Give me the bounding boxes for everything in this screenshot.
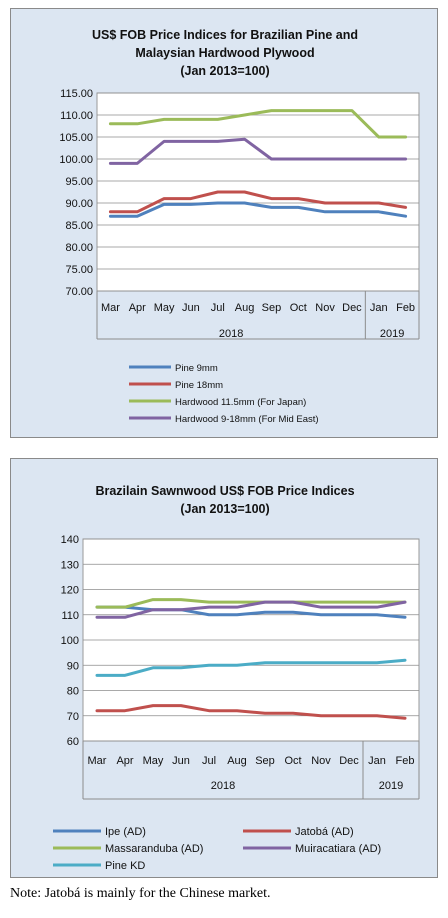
series-line	[108, 109, 408, 139]
x-tick-label: Jan	[370, 302, 388, 314]
x-tick-label: Mar	[101, 302, 120, 314]
chart-title: (Jan 2013=100)	[180, 64, 269, 78]
footnote: Note: Jatobá is mainly for the Chinese m…	[10, 886, 271, 901]
legend-label: Jatobá (AD)	[295, 826, 354, 838]
y-tick-label: 105.00	[59, 132, 93, 144]
sawnwood-price-chart: Brazilain Sawnwood US$ FOB Price Indices…	[10, 458, 438, 878]
y-tick-label: 140	[61, 534, 79, 546]
x-tick-label: Nov	[315, 302, 335, 314]
chart-title: Brazilain Sawnwood US$ FOB Price Indices	[95, 484, 354, 498]
legend-label: Hardwood 11.5mm (For Japan)	[175, 397, 306, 408]
sawnwood-chart-svg: Brazilain Sawnwood US$ FOB Price Indices…	[53, 484, 420, 872]
y-tick-label: 110	[61, 610, 79, 622]
x-tick-label: May	[143, 755, 164, 767]
series-line	[95, 598, 407, 609]
y-tick-label: 110.00	[60, 110, 93, 122]
y-tick-label: 85.00	[65, 220, 93, 232]
y-tick-label: 90	[67, 660, 79, 672]
legend-label: Massaranduba (AD)	[105, 843, 203, 855]
series-line	[95, 704, 407, 720]
y-tick-label: 130	[61, 559, 79, 571]
x-tick-label: Nov	[311, 755, 331, 767]
y-tick-label: 75.00	[65, 264, 93, 276]
series-line	[95, 658, 407, 677]
x-tick-label: Sep	[255, 755, 275, 767]
chart-title: Malaysian Hardwood Plywood	[135, 46, 314, 60]
year-label: 2019	[379, 780, 403, 792]
y-tick-label: 95.00	[65, 176, 93, 188]
series-line	[95, 605, 407, 619]
chart-title: (Jan 2013=100)	[180, 502, 269, 516]
series-line	[108, 137, 408, 165]
plot-area	[96, 92, 420, 292]
x-tick-label: Jun	[172, 755, 190, 767]
plywood-price-chart: US$ FOB Price Indices for Brazilian Pine…	[10, 8, 438, 438]
year-label: 2018	[211, 780, 235, 792]
x-tick-label: Feb	[396, 302, 415, 314]
y-tick-label: 115.00	[60, 88, 93, 100]
x-tick-label: Jan	[368, 755, 386, 767]
y-tick-label: 100	[61, 635, 79, 647]
y-tick-label: 70	[67, 711, 79, 723]
x-tick-label: Aug	[227, 755, 247, 767]
x-tick-label: Aug	[235, 302, 255, 314]
y-tick-label: 100.00	[59, 154, 93, 166]
x-tick-label: Feb	[396, 755, 415, 767]
x-tick-label: Oct	[284, 755, 301, 767]
year-label: 2018	[219, 328, 243, 340]
x-tick-label: Sep	[262, 302, 282, 314]
x-tick-label: Jul	[202, 755, 216, 767]
y-tick-label: 80	[67, 686, 79, 698]
x-tick-label: Apr	[129, 302, 146, 314]
year-label: 2019	[380, 328, 404, 340]
legend-label: Hardwood 9-18mm (For Mid East)	[175, 414, 319, 425]
legend-label: Ipe (AD)	[105, 826, 146, 838]
legend-label: Pine KD	[105, 860, 145, 872]
y-tick-label: 80.00	[65, 242, 93, 254]
legend-label: Pine 9mm	[175, 363, 218, 374]
x-tick-label: Dec	[339, 755, 359, 767]
y-tick-label: 70.00	[65, 286, 93, 298]
series-line	[95, 600, 407, 619]
plywood-chart-svg: US$ FOB Price Indices for Brazilian Pine…	[59, 28, 420, 425]
x-tick-label: Jul	[211, 302, 225, 314]
x-tick-label: Jun	[182, 302, 200, 314]
legend-label: Muiracatiara (AD)	[295, 843, 381, 855]
series-line	[108, 201, 408, 218]
y-tick-label: 60	[67, 736, 79, 748]
series-line	[108, 190, 408, 214]
x-tick-label: Dec	[342, 302, 362, 314]
y-tick-label: 90.00	[65, 198, 93, 210]
x-tick-label: Oct	[290, 302, 307, 314]
x-tick-label: May	[154, 302, 175, 314]
y-tick-label: 120	[61, 585, 79, 597]
x-tick-label: Mar	[88, 755, 107, 767]
legend-label: Pine 18mm	[175, 380, 223, 391]
chart-title: US$ FOB Price Indices for Brazilian Pine…	[92, 28, 358, 42]
x-tick-label: Apr	[116, 755, 133, 767]
